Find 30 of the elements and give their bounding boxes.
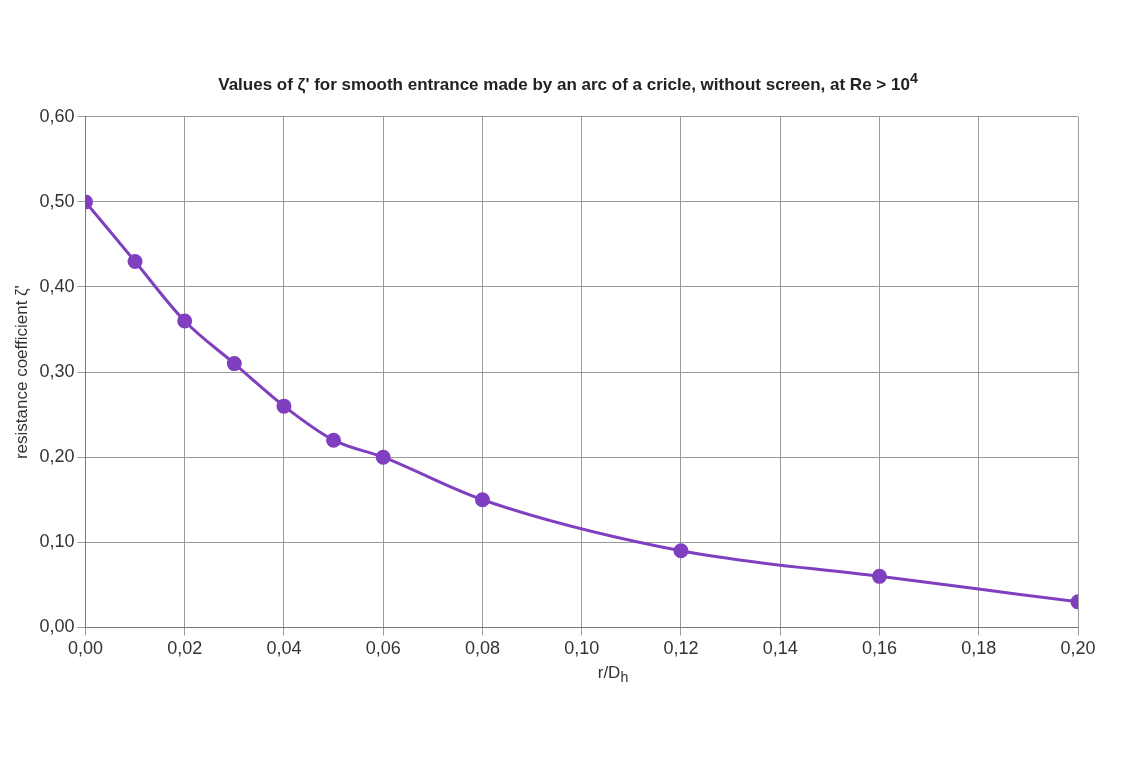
y-tick-label: 0,00 [39, 616, 75, 637]
x-tick-label: 0,12 [663, 637, 699, 658]
x-tick-label: 0,16 [861, 637, 898, 658]
x-tick-label: 0,00 [67, 637, 103, 658]
x-tick-label: 0,14 [762, 637, 798, 658]
point [226, 355, 242, 371]
y-tick-label: 0,10 [39, 530, 75, 551]
x-tick-label: 0,06 [365, 637, 401, 658]
y-tick-label: 0,40 [39, 275, 75, 296]
point [276, 398, 292, 414]
x-tick-label: 0,18 [961, 637, 997, 658]
point [127, 253, 143, 269]
point [326, 432, 342, 448]
y-tick-label: 0,60 [39, 105, 75, 126]
point [375, 449, 391, 465]
y-tick-label: 0,30 [39, 360, 75, 381]
x-tick-label: 0,20 [1060, 637, 1096, 658]
x-tick-label: 0,10 [564, 637, 600, 658]
chart-title: Values of ζ' for smooth entrance made by an arc of a cricle, without screen, at Re > 10$^{4}$ [217, 70, 919, 95]
x-tick-label: 0,04 [266, 637, 302, 658]
point [177, 313, 193, 329]
x-tick-label: 0,08 [464, 637, 500, 658]
point [673, 542, 689, 558]
x-tick-label: 0,02 [167, 637, 203, 658]
point [871, 568, 887, 584]
x-axis-title: r/D$_{h}$ [596, 662, 630, 686]
y-axis-title: resistance coefficient ζ' [11, 284, 31, 459]
point [474, 491, 490, 507]
y-tick-label: 0,50 [39, 190, 75, 211]
y-tick-label: 0,20 [39, 445, 75, 466]
